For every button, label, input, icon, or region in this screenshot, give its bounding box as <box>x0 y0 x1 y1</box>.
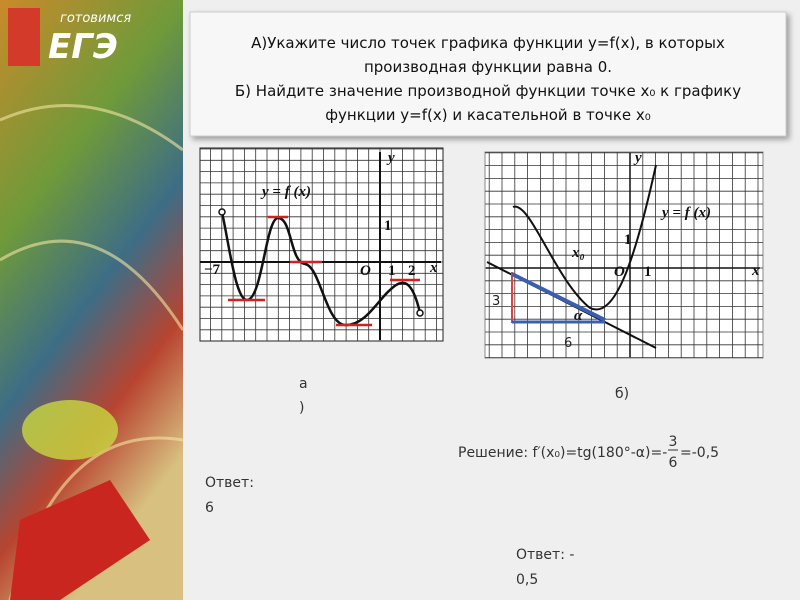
logo-small: готовимся <box>60 11 131 26</box>
solution-suffix: =-0,5 <box>680 445 719 461</box>
task-line: А)Укажите число точек графика функции y=… <box>251 34 725 52</box>
answer-a: Ответ: 6 <box>205 475 254 516</box>
grid-a <box>200 148 443 341</box>
logo-badge <box>8 8 40 66</box>
leg-label: 6 <box>564 336 572 351</box>
decor-cube <box>10 480 150 600</box>
text-line: Ответ: - <box>516 547 574 563</box>
text-line: Ответ: <box>205 475 254 491</box>
x-label: x <box>429 260 438 276</box>
task-box <box>189 11 787 137</box>
function-label: y = f (x) <box>660 205 711 221</box>
y-label: y <box>633 150 642 166</box>
task-line: производная функции равна 0. <box>364 58 612 76</box>
function-label: y = f (x) <box>260 184 311 200</box>
origin-label: O <box>360 263 371 279</box>
text-line: 0,5 <box>516 572 538 588</box>
leg-label: 3 <box>492 294 500 309</box>
tangents-a <box>228 215 420 327</box>
solution-prefix: Решение: f′(x₀)=tg(180°-α)=- <box>458 445 667 461</box>
angle-label: α <box>574 308 583 324</box>
curve-b <box>512 164 657 311</box>
task-line: Б) Найдите значение производной функции … <box>235 82 741 100</box>
tick-label: −7 <box>204 262 221 278</box>
tick-label: 2 <box>408 263 416 279</box>
origin-label: O <box>614 264 625 280</box>
task-line: функции y=f(x) и касательной в точке x₀ <box>325 106 651 124</box>
y-label: y <box>386 150 395 166</box>
decor-ball <box>22 400 118 460</box>
x-label: x <box>751 263 760 279</box>
caption-a: а) <box>299 376 308 416</box>
text-line: ) <box>299 400 304 416</box>
solution-denominator: 6 <box>669 455 678 471</box>
text-line: 6 <box>205 500 214 516</box>
tick-label: 1 <box>624 232 632 248</box>
tick-label: 1 <box>388 263 396 279</box>
point-label: x₀ <box>571 245 585 261</box>
logo-big: ЕГЭ <box>48 27 118 67</box>
caption-b: б) <box>615 386 629 402</box>
text-line: а <box>299 376 308 392</box>
answer-b: Ответ: - 0,5 <box>516 547 574 588</box>
task-text: А)Укажите число точек графика функции y=… <box>235 34 741 124</box>
figure-a <box>199 147 444 342</box>
open-point <box>416 309 424 317</box>
tick-label: 1 <box>644 264 652 280</box>
triangle-hypotenuse <box>511 272 606 322</box>
tick-label: 1 <box>384 218 392 234</box>
open-point <box>218 208 226 216</box>
solution-numerator: 3 <box>669 434 678 450</box>
